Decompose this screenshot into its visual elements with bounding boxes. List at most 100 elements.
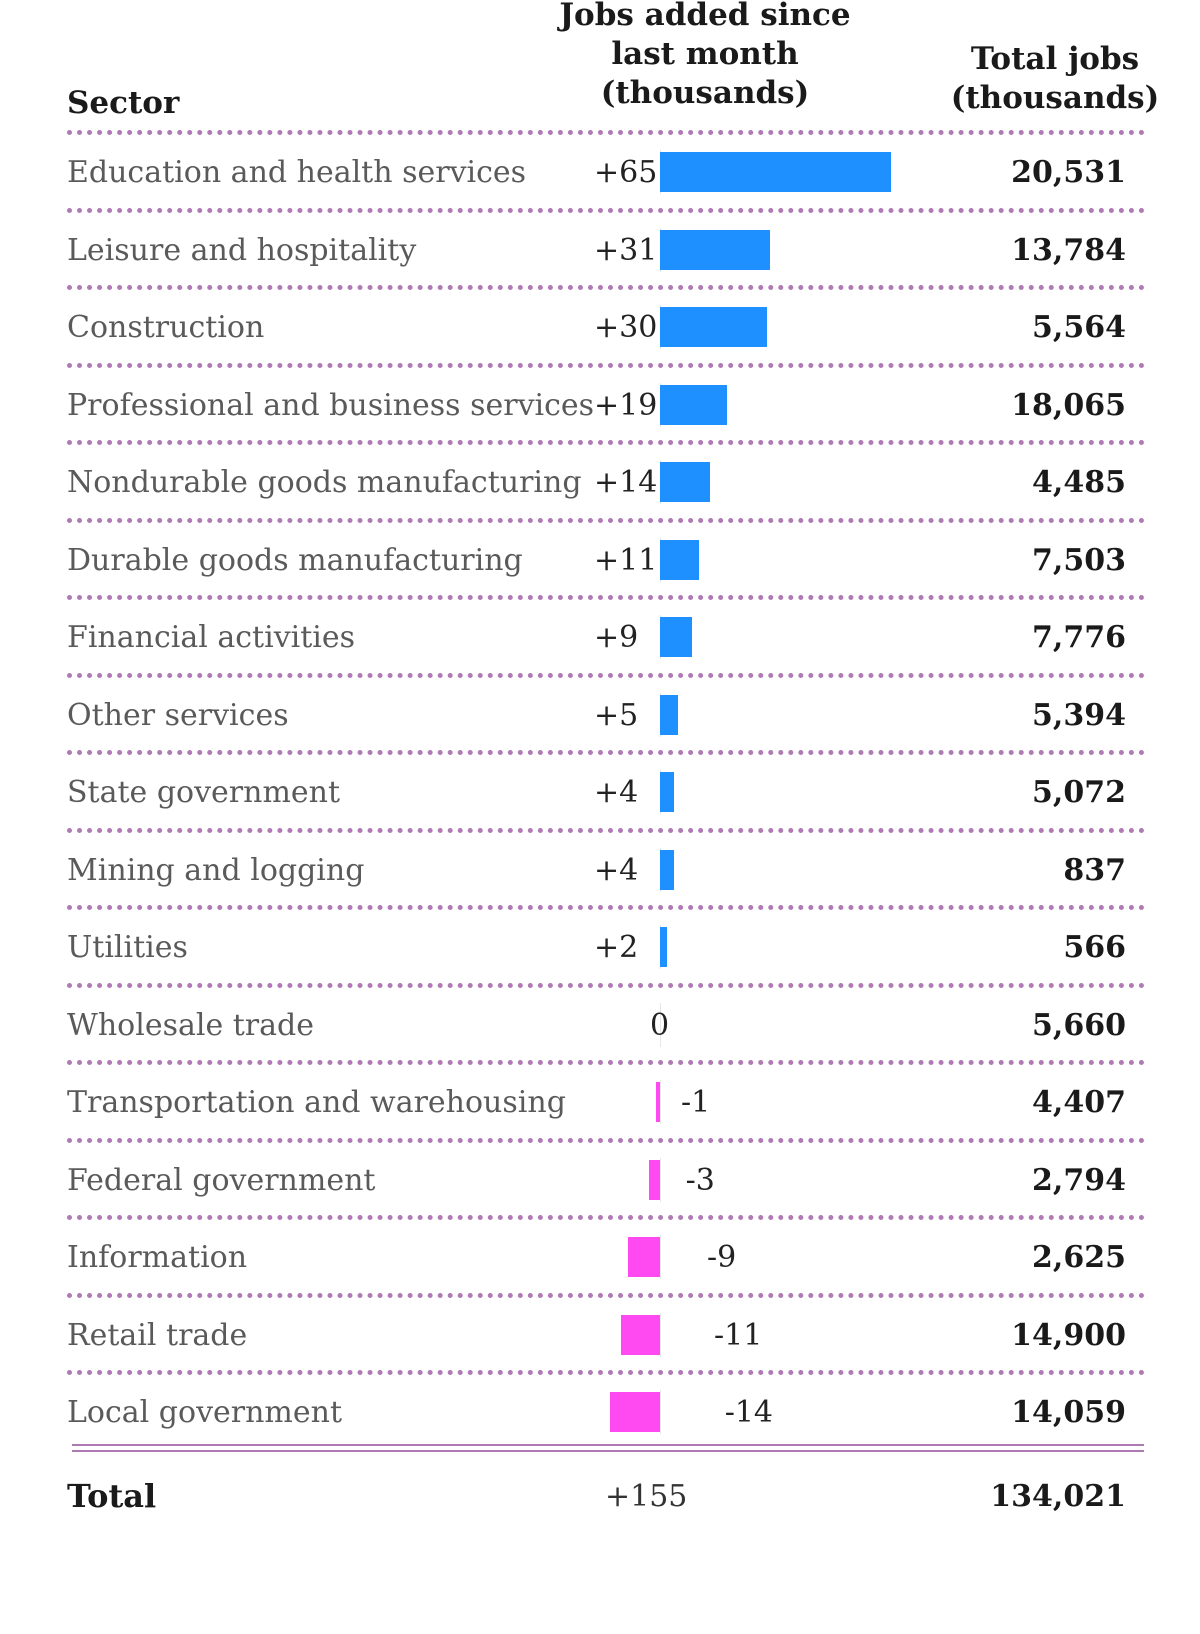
total-jobs-value: 18,065: [1011, 387, 1126, 423]
positive-bar: [660, 539, 700, 580]
change-label: +65: [594, 155, 658, 190]
change-label: +4: [594, 775, 639, 810]
positive-bar: [660, 617, 692, 657]
total-jobs-value: 20,531: [1011, 155, 1126, 190]
change-label: +30: [594, 310, 658, 345]
table-row: Durable goods manufacturing +11 7,503: [0, 520, 1200, 601]
row-separator: [67, 595, 1145, 600]
table-row: Utilities +2 566: [0, 907, 1200, 988]
sector-name: Wholesale trade: [67, 1007, 314, 1043]
sector-name: Durable goods manufacturing: [67, 542, 523, 578]
negative-bar: [649, 1159, 660, 1200]
row-separator: [67, 1370, 1145, 1375]
row-separator: [67, 982, 1145, 988]
table-row: Mining and logging +4 837: [0, 830, 1200, 911]
row-separator: [67, 1215, 1145, 1220]
change-label: +2: [594, 930, 639, 965]
jobs-added-column-header: Jobs added since last month (thousands): [540, 0, 870, 113]
positive-bar: [660, 927, 668, 967]
table-row: Leisure and hospitality +31 13,784: [0, 210, 1200, 291]
zero-baseline: [660, 1002, 661, 1047]
negative-bar: [610, 1392, 660, 1432]
table-row: Construction +30 5,564: [0, 287, 1200, 368]
table-row: Professional and business services +19 18,…: [0, 365, 1200, 446]
positive-bar: [660, 772, 675, 812]
total-row: Total +155 134,021: [0, 1456, 1200, 1537]
sector-name: Professional and business services: [67, 387, 595, 423]
row-separator: [67, 750, 1145, 755]
sector-name: Other services: [67, 697, 289, 733]
total-jobs-value: 4,407: [1032, 1085, 1126, 1120]
total-rule: [72, 1443, 1144, 1452]
change-label: -1: [681, 1085, 711, 1120]
positive-bar: [660, 307, 767, 347]
sector-name: Construction: [67, 310, 265, 345]
positive-bar: [660, 694, 678, 735]
total-jobs-value: 2,794: [1032, 1162, 1126, 1198]
row-separator: [67, 285, 1145, 290]
sector-name: Utilities: [67, 930, 188, 965]
change-label: +19: [594, 387, 658, 423]
total-jobs-value: 14,059: [1011, 1395, 1126, 1430]
sector-name: Nondurable goods manufacturing: [67, 465, 582, 500]
total-jobs-value: 2,625: [1032, 1240, 1126, 1275]
change-label: +4: [594, 852, 639, 888]
change-label: +9: [594, 620, 639, 655]
total-jobs-value: 566: [1063, 930, 1126, 965]
change-label: +31: [594, 232, 658, 268]
row-separator: [67, 672, 1145, 678]
table-row: Information -9 2,625: [0, 1217, 1200, 1298]
sector-name: Financial activities: [67, 620, 356, 655]
table-row: Local government -14 14,059: [0, 1372, 1200, 1453]
zero-baseline: [660, 1080, 661, 1124]
total-jobs-value: 14,900: [1011, 1317, 1126, 1353]
sector-column-header: Sector: [67, 85, 180, 121]
total-change-label: +155: [605, 1478, 688, 1514]
row-separator: [67, 1137, 1145, 1143]
sector-name: Retail trade: [67, 1317, 248, 1353]
change-label: -3: [685, 1162, 715, 1198]
table-row: Nondurable goods manufacturing +14 4,485: [0, 442, 1200, 523]
sector-name: Leisure and hospitality: [67, 232, 417, 268]
total-jobs-value: 7,503: [1032, 542, 1126, 578]
positive-bar: [660, 384, 728, 425]
total-jobs-value: 5,072: [1032, 775, 1126, 810]
table-row: Retail trade -11 14,900: [0, 1295, 1200, 1376]
jobs-added-header-line-3: (thousands): [600, 75, 810, 111]
total-jobs-header-line-1: Total jobs: [970, 41, 1140, 77]
change-label: +14: [594, 465, 658, 500]
zero-baseline: [660, 1157, 661, 1202]
row-separator: [67, 130, 1145, 135]
change-label: -11: [714, 1317, 763, 1353]
change-label: 0: [650, 1007, 670, 1043]
table-row: State government +4 5,072: [0, 752, 1200, 833]
negative-bar: [628, 1237, 660, 1277]
total-jobs-value: 5,660: [1032, 1007, 1126, 1043]
row-separator: [67, 905, 1145, 910]
sector-name: Information: [67, 1240, 248, 1275]
zero-baseline: [660, 1312, 661, 1357]
sector-name: Transportation and warehousing: [67, 1085, 566, 1120]
positive-bar: [660, 849, 675, 890]
sector-name: Local government: [67, 1395, 343, 1430]
sector-name: Mining and logging: [67, 852, 365, 888]
negative-bar: [656, 1082, 660, 1122]
row-separator: [67, 1060, 1145, 1065]
zero-baseline: [660, 1390, 661, 1434]
total-jobs-column-header: Total jobs (thousands): [940, 40, 1170, 118]
total-jobs-value: 13,784: [1011, 232, 1126, 268]
table-row: Transportation and warehousing -1 4,407: [0, 1062, 1200, 1143]
total-jobs-header-line-2: (thousands): [950, 80, 1160, 116]
change-label: -14: [724, 1395, 773, 1430]
table-row: Education and health services +65 20,531: [0, 132, 1200, 213]
total-label: Total: [67, 1476, 157, 1515]
sector-name: State government: [67, 775, 341, 810]
table-row: Financial activities +9 7,776: [0, 597, 1200, 678]
total-jobs-value: 5,564: [1032, 310, 1126, 345]
row-separator: [67, 517, 1145, 523]
change-label: +11: [594, 542, 658, 578]
total-jobs-value: 5,394: [1032, 697, 1126, 733]
positive-bar: [660, 229, 771, 270]
total-jobs-value: 4,485: [1032, 465, 1126, 500]
